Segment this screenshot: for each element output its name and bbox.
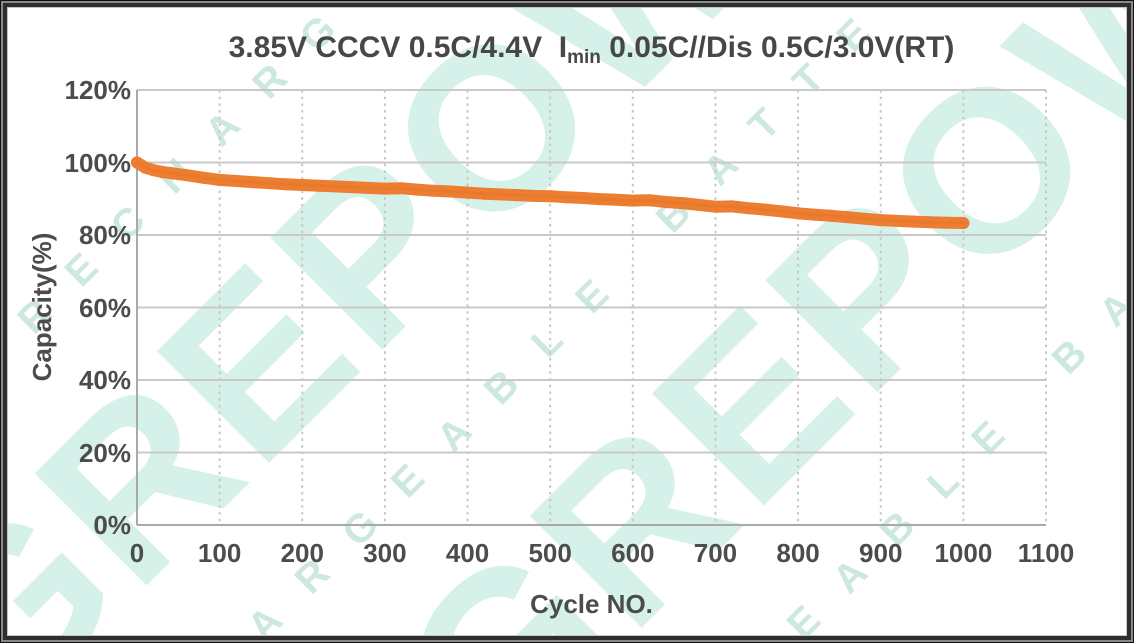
capacity-series-point [544, 190, 557, 203]
capacity-series-point [494, 188, 507, 201]
capacity-series-point [891, 214, 904, 227]
capacity-series-point [345, 181, 358, 194]
capacity-series-centerline [135, 161, 965, 225]
y-tick-label: 20% [78, 437, 131, 468]
chart-title: 3.85V CCCV 0.5C/4.4V Imin 0.05C//Dis 0.5… [137, 31, 1046, 68]
y-axis-title: Capacity(%) [27, 232, 57, 382]
capacity-series-point [742, 202, 755, 215]
capacity-series-point [759, 203, 771, 216]
x-tick-label: 900 [859, 538, 903, 568]
capacity-series-point [775, 205, 788, 218]
capacity-series-point [610, 193, 623, 206]
y-tick-label: 0% [93, 510, 131, 540]
capacity-series-point [643, 194, 656, 207]
x-tick-label: 1100 [1017, 538, 1075, 568]
y-tick-label: 40% [78, 365, 131, 395]
capacity-series-point [858, 212, 871, 225]
x-tick-label: 100 [197, 538, 242, 568]
capacity-series-point [692, 198, 705, 211]
capacity-series-point [461, 186, 474, 199]
capacity-series-point [362, 181, 375, 194]
x-tick-label: 300 [363, 538, 407, 568]
chart-title-suffix: 0.05C//Dis 0.5C/3.0V(RT) [600, 31, 955, 64]
y-tick-label: 60% [78, 292, 131, 323]
capacity-series-point [593, 193, 606, 206]
x-axis-title: Cycle NO. [530, 589, 653, 619]
x-tick-label: 500 [528, 538, 572, 568]
capacity-series-point [907, 215, 920, 228]
capacity-series-point [263, 177, 276, 190]
y-tick-label: 80% [78, 220, 131, 250]
capacity-series-point [312, 179, 325, 192]
capacity-series-point [709, 200, 722, 213]
capacity-series-point [412, 183, 424, 196]
capacity-series-point [792, 207, 805, 220]
y-tick-label: 100% [64, 147, 132, 178]
chart-title-prefix: 3.85V CCCV 0.5C/4.4V I [228, 31, 568, 64]
capacity-series-point [213, 173, 226, 186]
capacity-series-point [560, 191, 573, 204]
capacity-series-point [329, 180, 342, 193]
capacity-series-point [841, 211, 854, 224]
x-tick-label: 600 [611, 538, 655, 568]
capacity-series-point [296, 179, 309, 191]
x-tick-label: 800 [776, 538, 820, 568]
x-tick-label: 0 [129, 538, 145, 568]
capacity-series-point [825, 209, 838, 222]
capacity-series-point [445, 185, 457, 198]
capacity-series-point [676, 197, 689, 210]
capacity-series-point [726, 200, 738, 213]
x-tick-label: 400 [445, 538, 490, 568]
chart-title-subscript: min [567, 47, 601, 68]
capacity-series-point [924, 216, 937, 229]
capacity-series-point [246, 176, 259, 189]
capacity-series-point [230, 175, 243, 187]
capacity-series-point [180, 169, 193, 182]
capacity-series-point [659, 196, 672, 208]
capacity-series-point [378, 182, 391, 195]
x-tick-label: 200 [280, 538, 324, 568]
y-tick-label: 120% [64, 75, 132, 105]
capacity-series-point [527, 189, 540, 202]
capacity-series-point [957, 217, 970, 229]
capacity-series-point [197, 171, 210, 184]
x-tick-label: 700 [693, 538, 738, 568]
capacity-series-point [874, 214, 887, 227]
capacity-series-point [164, 167, 177, 179]
capacity-series-point [626, 194, 639, 207]
capacity-series-point [940, 216, 953, 229]
capacity-series-point [428, 184, 441, 197]
capacity-series-point [279, 178, 292, 191]
capacity-series-point [395, 182, 408, 195]
capacity-series-point [511, 189, 524, 202]
capacity-series-point [577, 192, 590, 204]
capacity-series-point [478, 187, 491, 200]
capacity-series-point [808, 208, 821, 221]
x-tick-label: 1000 [934, 538, 993, 568]
